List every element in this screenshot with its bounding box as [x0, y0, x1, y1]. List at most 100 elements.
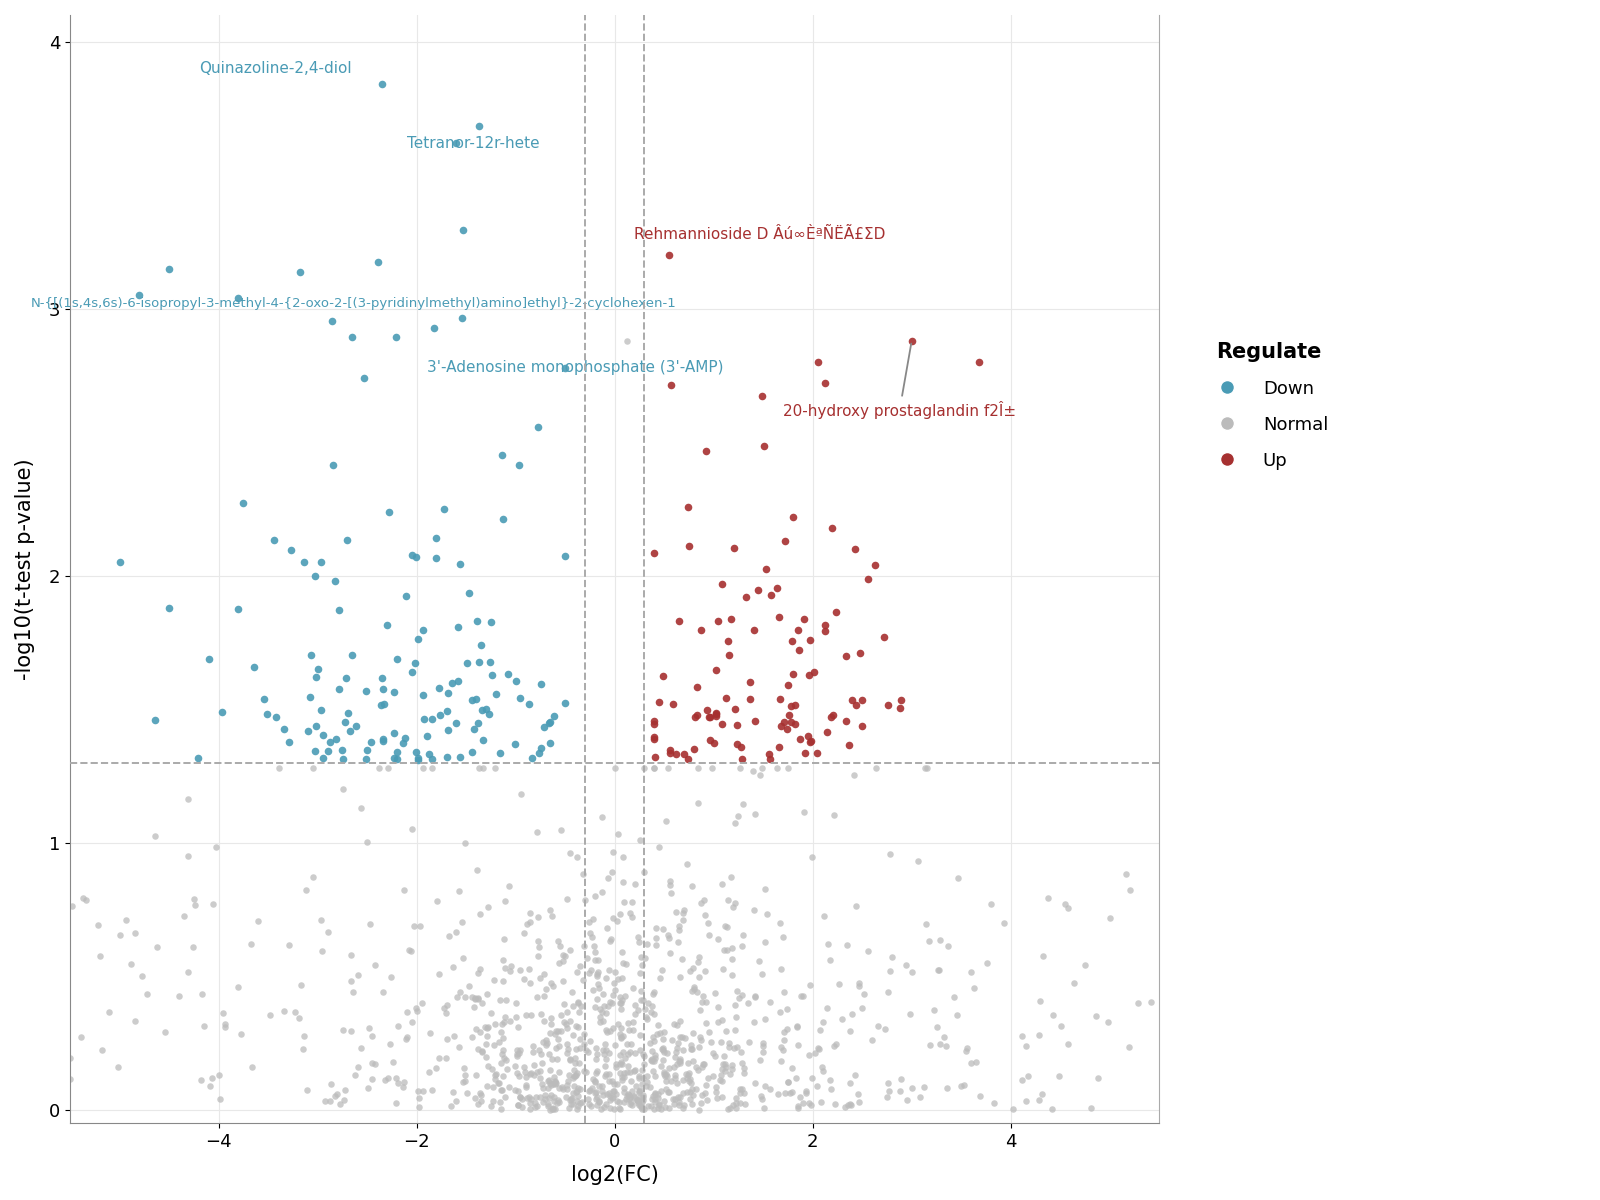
- Point: [718, 868, 744, 887]
- Point: [677, 961, 702, 980]
- Point: [410, 1081, 435, 1100]
- Point: [629, 1074, 654, 1093]
- Point: [518, 1090, 544, 1109]
- Point: [691, 890, 717, 910]
- Point: [773, 532, 798, 551]
- Point: [472, 1016, 498, 1036]
- Point: [586, 962, 611, 982]
- Point: [557, 1091, 582, 1110]
- Point: [645, 1088, 670, 1108]
- Point: [368, 696, 394, 715]
- Point: [498, 1012, 523, 1031]
- Point: [699, 1066, 725, 1085]
- Point: [691, 906, 717, 925]
- Point: [642, 1099, 667, 1118]
- Point: [419, 709, 445, 728]
- Point: [405, 1081, 430, 1100]
- Point: [288, 262, 314, 281]
- Point: [731, 1063, 757, 1082]
- Point: [435, 721, 461, 740]
- Point: [723, 1093, 749, 1112]
- Point: [538, 1075, 563, 1094]
- Point: [899, 962, 925, 982]
- Text: 20-hydroxy prostaglandin f2Î±: 20-hydroxy prostaglandin f2Î±: [782, 343, 1016, 419]
- Point: [834, 647, 859, 666]
- Point: [405, 1002, 430, 1021]
- Point: [821, 805, 846, 824]
- Point: [206, 1090, 232, 1109]
- Point: [419, 1080, 445, 1099]
- Point: [608, 904, 634, 923]
- Point: [642, 1085, 667, 1104]
- Point: [346, 1057, 371, 1076]
- Point: [774, 1000, 800, 1019]
- Point: [565, 1064, 590, 1084]
- Point: [74, 890, 99, 910]
- Point: [502, 1008, 528, 1027]
- Point: [226, 600, 251, 619]
- Point: [643, 1090, 669, 1109]
- Point: [478, 612, 504, 631]
- Point: [107, 552, 133, 571]
- Point: [536, 1070, 562, 1090]
- Point: [949, 1076, 974, 1096]
- Point: [720, 1096, 746, 1115]
- Point: [331, 1090, 357, 1109]
- Point: [542, 1072, 568, 1091]
- Point: [509, 1090, 534, 1109]
- Point: [490, 1080, 515, 1099]
- Point: [691, 1055, 717, 1074]
- Point: [608, 1027, 634, 1046]
- Point: [555, 1072, 581, 1091]
- Point: [627, 964, 653, 983]
- Point: [443, 1092, 469, 1111]
- Point: [546, 1021, 571, 1040]
- Point: [738, 689, 763, 708]
- Point: [818, 1080, 843, 1099]
- Point: [459, 743, 485, 762]
- Point: [578, 1080, 603, 1099]
- Point: [382, 328, 408, 347]
- Point: [562, 1060, 587, 1079]
- Point: [872, 1019, 898, 1038]
- Point: [584, 1038, 610, 1057]
- Point: [58, 1069, 83, 1088]
- Point: [464, 612, 490, 631]
- Point: [562, 1076, 587, 1096]
- Point: [926, 931, 952, 950]
- Point: [643, 936, 669, 955]
- Point: [814, 998, 840, 1018]
- Point: [714, 1021, 739, 1040]
- Point: [626, 926, 651, 946]
- Point: [587, 1099, 613, 1118]
- Point: [642, 1004, 667, 1024]
- Point: [278, 540, 304, 559]
- Point: [653, 1064, 678, 1084]
- Point: [560, 1094, 586, 1114]
- Point: [541, 1092, 566, 1111]
- Point: [792, 1081, 818, 1100]
- Point: [778, 1084, 803, 1103]
- Point: [629, 990, 654, 1009]
- Point: [608, 1099, 634, 1118]
- Point: [272, 719, 298, 738]
- Point: [968, 1086, 994, 1105]
- Point: [574, 1090, 600, 1109]
- Point: [850, 998, 875, 1018]
- Point: [467, 959, 493, 978]
- Point: [805, 353, 830, 372]
- Point: [134, 985, 160, 1004]
- Point: [547, 954, 573, 973]
- Point: [656, 1058, 682, 1078]
- Point: [653, 1079, 678, 1098]
- Point: [811, 616, 837, 635]
- Point: [640, 1027, 666, 1046]
- Point: [666, 1092, 691, 1111]
- Point: [666, 1088, 691, 1108]
- Point: [554, 1075, 579, 1094]
- Point: [213, 1014, 238, 1033]
- Point: [539, 1099, 565, 1118]
- Point: [565, 1078, 590, 1097]
- Point: [616, 1090, 642, 1109]
- Point: [770, 1040, 795, 1060]
